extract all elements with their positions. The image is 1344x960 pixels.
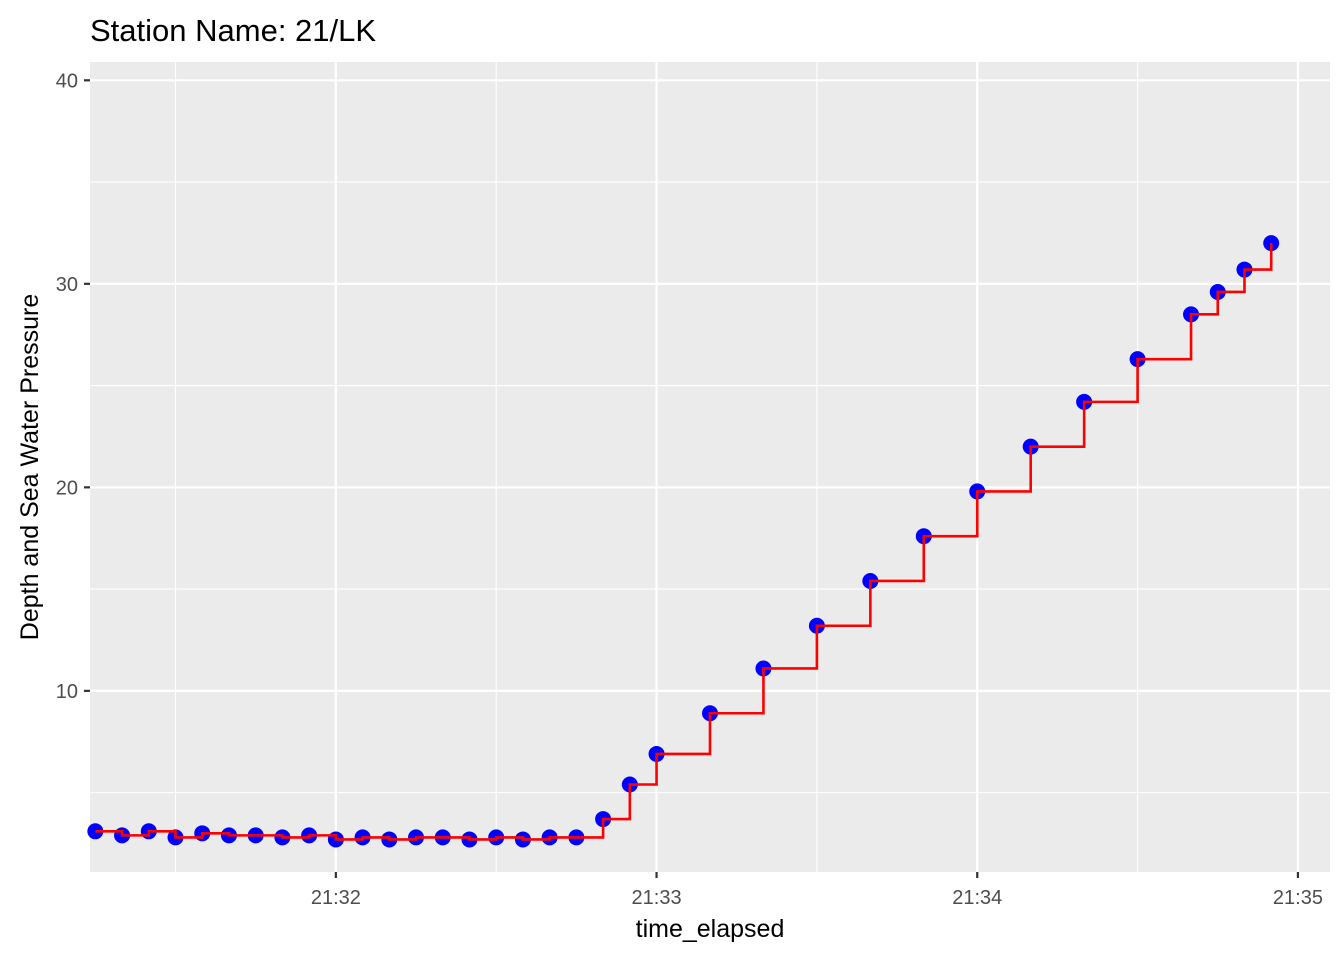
x-tick-label: 21:33 [632, 887, 682, 909]
x-tick-label: 21:34 [952, 887, 1002, 909]
x-tick-label: 21:35 [1273, 887, 1323, 909]
series-line-1 [95, 243, 1273, 841]
y-tick-label: 10 [56, 681, 78, 703]
grid-major [90, 62, 1330, 872]
y-tick-label: 20 [56, 477, 78, 499]
y-axis-ticks: 10 20 30 40 [56, 70, 90, 703]
y-tick-label: 30 [56, 274, 78, 296]
points-series [87, 235, 1280, 848]
chart-title: Station Name: 21/LK [90, 13, 376, 48]
y-tick-label: 40 [56, 70, 78, 92]
x-tick-label: 21:32 [311, 887, 361, 909]
y-axis-title: Depth and Sea Water Pressure [16, 294, 44, 640]
line-series [95, 243, 1273, 841]
x-axis-ticks: 21:32 21:33 21:34 21:35 [311, 872, 1323, 909]
x-axis-title: time_elapsed [636, 915, 785, 943]
grid-minor [90, 62, 1330, 872]
